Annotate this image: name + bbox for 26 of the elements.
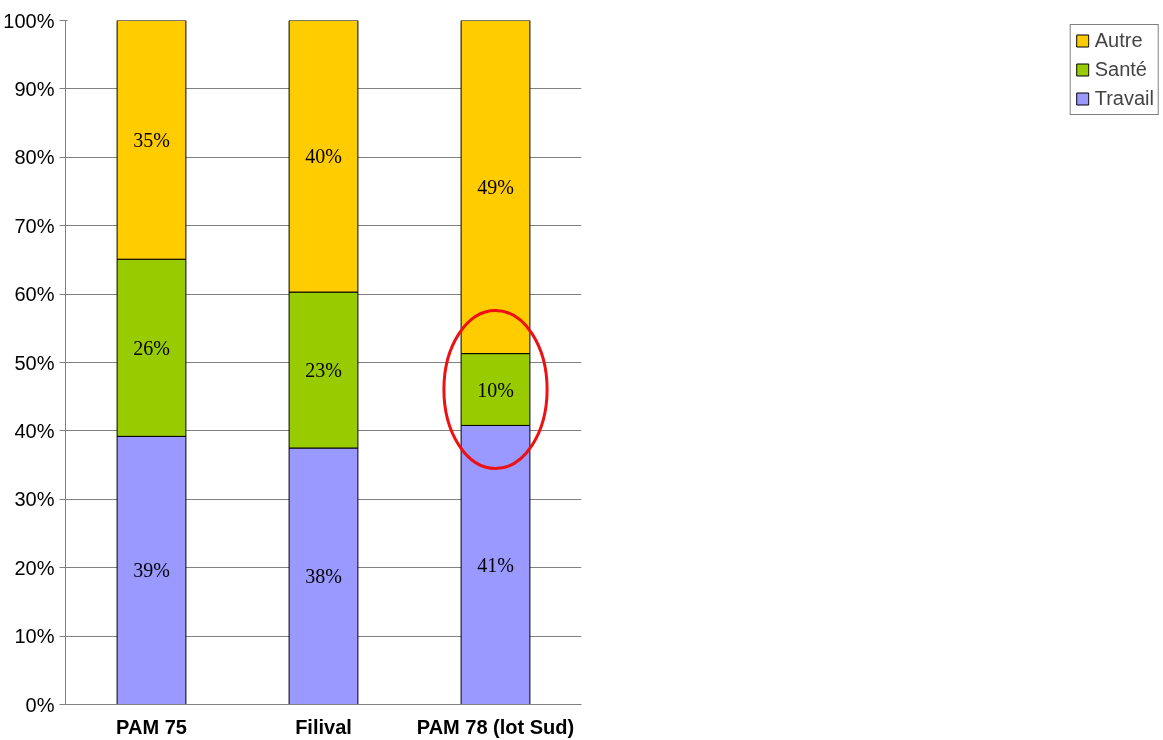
x-tick-label: PAM 78 (lot Sud): [416, 715, 575, 738]
data-label: 23%: [305, 359, 342, 382]
data-label: 49%: [477, 176, 514, 199]
legend-label: Autre: [1094, 29, 1143, 52]
data-label: 40%: [305, 145, 342, 168]
legend-label: Travail: [1094, 87, 1154, 110]
y-tick-label: 70%: [14, 214, 55, 237]
legend-label: Santé: [1094, 58, 1147, 81]
y-tick-label: 100%: [3, 9, 55, 32]
data-label: 35%: [133, 128, 170, 151]
y-tick-label: 90%: [14, 77, 55, 100]
y-tick-label: 80%: [14, 146, 55, 169]
y-tick-label: 40%: [14, 419, 55, 442]
y-tick-label: 30%: [14, 488, 55, 511]
y-tick-label: 10%: [14, 625, 55, 648]
data-label: 38%: [305, 565, 342, 588]
y-tick-label: 60%: [14, 283, 55, 306]
x-tick-label: PAM 75: [116, 715, 187, 738]
data-label: 10%: [477, 378, 514, 401]
y-tick-label: 50%: [14, 351, 55, 374]
data-label: 26%: [133, 336, 170, 359]
y-tick-label: 0%: [25, 693, 55, 716]
data-label: 39%: [133, 559, 170, 582]
x-tick-label: Filival: [295, 715, 352, 738]
data-label: 41%: [477, 553, 514, 576]
y-tick-label: 20%: [14, 556, 55, 579]
